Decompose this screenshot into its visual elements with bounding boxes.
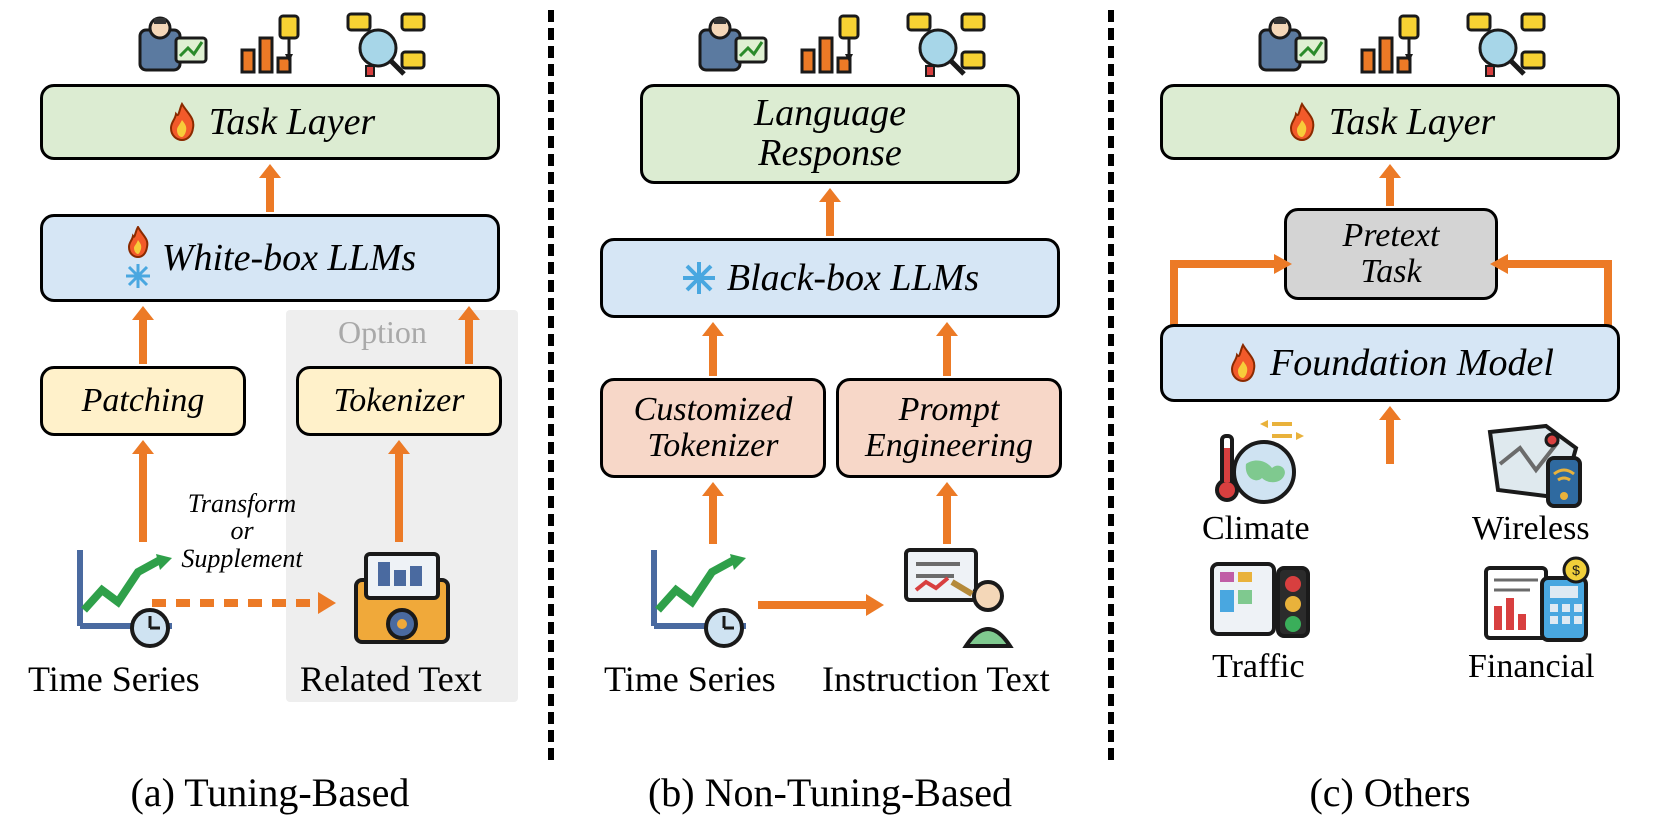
timeseries-icon-a	[66, 540, 182, 650]
arrow-a1	[257, 162, 283, 212]
whitebox-llms-label: White-box LLMs	[162, 236, 416, 280]
arrow-b4	[700, 480, 726, 544]
language-response-box: LanguageResponse	[640, 84, 1020, 184]
rt-label: Related Text	[300, 658, 482, 700]
financial-icon: $	[1480, 554, 1592, 646]
tokenizer-label-a: Tokenizer	[334, 382, 465, 420]
ts-label-b: Time Series	[604, 658, 776, 700]
snowflake-icon	[124, 262, 152, 290]
climate-icon	[1206, 418, 1306, 510]
response-l2: Response	[758, 134, 902, 174]
caption-a: (a) Tuning-Based	[0, 769, 540, 816]
task-layer-box-c: Task Layer	[1160, 84, 1620, 160]
barchart-icon	[796, 10, 880, 80]
foundation-model-label: Foundation Model	[1270, 341, 1554, 385]
climate-label: Climate	[1202, 510, 1310, 548]
snowflake-icon	[681, 260, 717, 296]
response-l1: Language	[754, 94, 906, 134]
traffic-icon	[1206, 554, 1318, 646]
top-icons-a	[130, 8, 434, 80]
arrow-c-left	[1164, 242, 1294, 328]
option-label: Option	[338, 314, 427, 351]
financial-label: Financial	[1468, 648, 1595, 686]
fire-icon	[165, 102, 199, 142]
task-layer-label-c: Task Layer	[1329, 100, 1495, 144]
arrow-b2	[700, 320, 726, 376]
top-icons-b	[690, 8, 994, 80]
relatedtext-icon	[342, 540, 462, 652]
blackbox-llms-label: Black-box LLMs	[727, 256, 979, 300]
patching-label: Patching	[82, 382, 205, 420]
arrow-a2	[130, 304, 156, 364]
whitebox-llms-box: White-box LLMs	[40, 214, 500, 302]
prompt-engineering-box: PromptEngineering	[836, 378, 1062, 478]
ts-label-a: Time Series	[28, 658, 200, 700]
analyst-icon	[1250, 10, 1338, 80]
divider-1	[548, 10, 554, 760]
barchart-icon	[1356, 10, 1440, 80]
panel-non-tuning-based: LanguageResponse Black-box LLMs Customiz…	[560, 0, 1100, 822]
foundation-model-box: Foundation Model	[1160, 324, 1620, 402]
barchart-icon	[236, 10, 320, 80]
arrow-b1	[817, 186, 843, 236]
arrow-c2	[1377, 404, 1403, 464]
tokenizer-box-a: Tokenizer	[296, 366, 502, 436]
fire-icon	[1285, 102, 1319, 142]
fire-icon	[124, 226, 152, 258]
task-layer-box-a: Task Layer	[40, 84, 500, 160]
traffic-label: Traffic	[1212, 648, 1305, 686]
pretext-task-box: PretextTask	[1284, 208, 1498, 300]
arrow-b3	[934, 320, 960, 376]
caption-b: (b) Non-Tuning-Based	[560, 769, 1100, 816]
arrow-b6	[756, 592, 886, 618]
analyst-icon	[690, 10, 778, 80]
search-nodes-icon	[898, 8, 994, 80]
transform-label: TransformorSupplement	[172, 490, 312, 572]
arrow-c1	[1377, 162, 1403, 206]
it-label: Instruction Text	[822, 658, 1050, 700]
instructor-icon	[896, 540, 1016, 652]
timeseries-icon-b	[640, 540, 756, 650]
blackbox-llms-box: Black-box LLMs	[600, 238, 1060, 318]
arrow-c-right	[1488, 242, 1618, 328]
wireless-icon	[1480, 418, 1588, 510]
panel-tuning-based: Task Layer White-box LLMs Option Patchin…	[0, 0, 540, 822]
arrow-a4	[130, 438, 156, 542]
svg-text:$: $	[1572, 562, 1580, 578]
divider-2	[1108, 10, 1114, 760]
patching-box: Patching	[40, 366, 246, 436]
top-icons-c	[1250, 8, 1554, 80]
arrow-b5	[934, 480, 960, 544]
search-nodes-icon	[1458, 8, 1554, 80]
caption-c: (c) Others	[1120, 769, 1660, 816]
fire-icon	[1226, 343, 1260, 383]
search-nodes-icon	[338, 8, 434, 80]
analyst-icon	[130, 10, 218, 80]
task-layer-label-a: Task Layer	[209, 100, 375, 144]
customized-tokenizer-box: CustomizedTokenizer	[600, 378, 826, 478]
panel-others: Task Layer PretextTask Foundation Model …	[1120, 0, 1660, 822]
wireless-label: Wireless	[1472, 510, 1590, 548]
